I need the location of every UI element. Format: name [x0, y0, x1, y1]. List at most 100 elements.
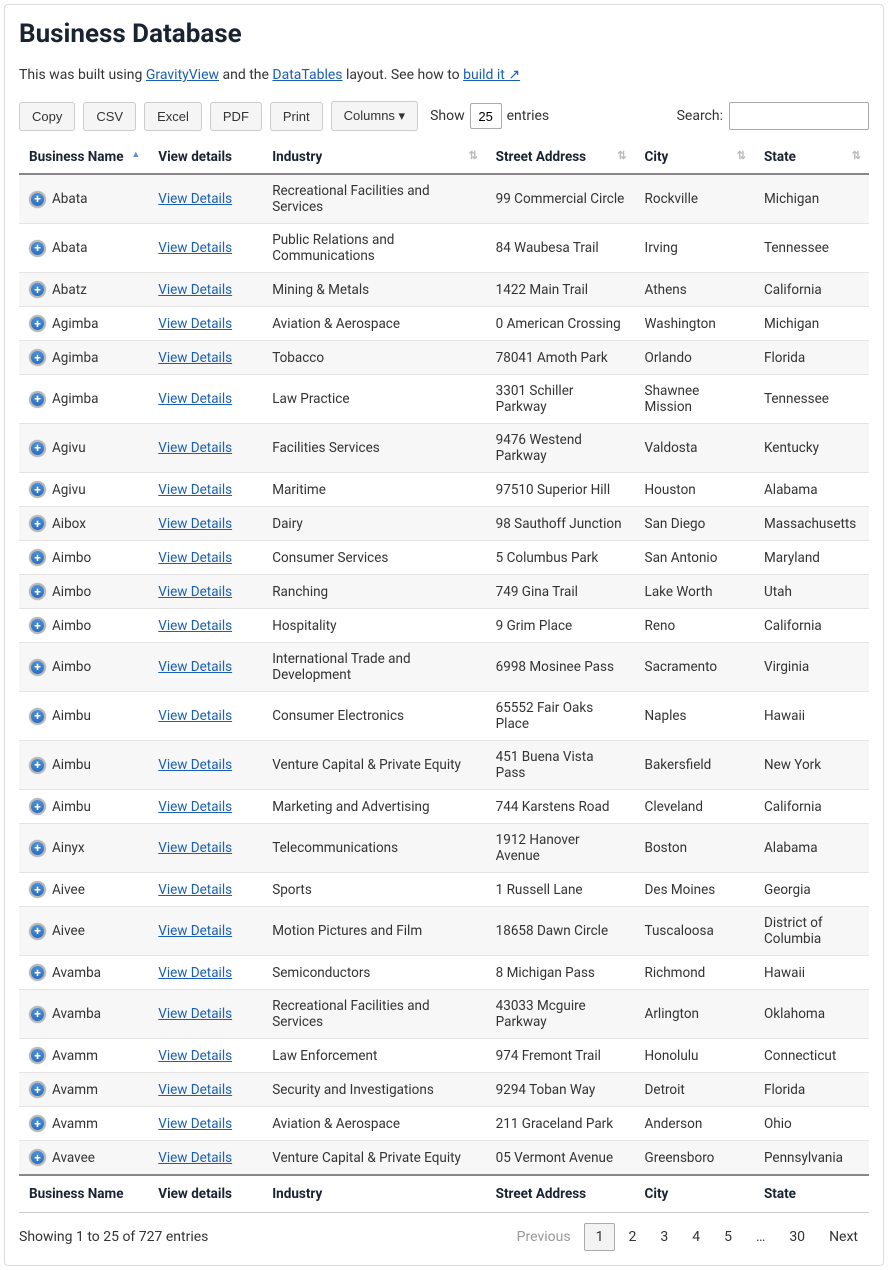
expand-icon[interactable]: +: [29, 798, 46, 815]
entries-input[interactable]: [470, 103, 502, 129]
expand-icon[interactable]: +: [29, 840, 46, 857]
expand-icon[interactable]: +: [29, 617, 46, 634]
expand-icon[interactable]: +: [29, 881, 46, 898]
view-details-link[interactable]: View Details: [158, 316, 232, 332]
gravityview-link[interactable]: GravityView: [146, 67, 219, 83]
view-details-link[interactable]: View Details: [158, 482, 232, 498]
expand-icon[interactable]: +: [29, 757, 46, 774]
page-4-button[interactable]: 4: [681, 1224, 711, 1250]
city-cell: Shawnee Mission: [635, 375, 754, 424]
view-details-link[interactable]: View Details: [158, 708, 232, 724]
view-details-link[interactable]: View Details: [158, 350, 232, 366]
city-cell: Sacramento: [635, 643, 754, 692]
city-cell: Naples: [635, 692, 754, 741]
view-details-link[interactable]: View Details: [158, 965, 232, 981]
header-business-name[interactable]: Business Name: [19, 141, 148, 174]
view-details-link[interactable]: View Details: [158, 1082, 232, 1098]
city-cell: Detroit: [635, 1073, 754, 1107]
expand-icon[interactable]: +: [29, 240, 46, 257]
expand-icon[interactable]: +: [29, 1149, 46, 1166]
copy-button[interactable]: Copy: [19, 102, 75, 131]
columns-button[interactable]: Columns ▾: [331, 101, 418, 131]
industry-cell: Venture Capital & Private Equity: [262, 741, 485, 790]
search-input[interactable]: [729, 102, 869, 130]
expand-icon[interactable]: +: [29, 391, 46, 408]
view-details-link[interactable]: View Details: [158, 659, 232, 675]
view-details-link[interactable]: View Details: [158, 440, 232, 456]
print-button[interactable]: Print: [270, 102, 323, 131]
city-cell: Boston: [635, 824, 754, 873]
expand-icon[interactable]: +: [29, 708, 46, 725]
view-details-link[interactable]: View Details: [158, 391, 232, 407]
expand-icon[interactable]: +: [29, 440, 46, 457]
page-5-button[interactable]: 5: [713, 1224, 743, 1250]
expand-icon[interactable]: +: [29, 315, 46, 332]
view-details-link[interactable]: View Details: [158, 1150, 232, 1166]
expand-icon[interactable]: +: [29, 659, 46, 676]
previous-button[interactable]: Previous: [506, 1224, 582, 1250]
state-cell: Tennessee: [754, 375, 869, 424]
view-details-link[interactable]: View Details: [158, 1006, 232, 1022]
state-cell: Michigan: [754, 174, 869, 224]
business-name-cell: Aimbu: [52, 708, 91, 724]
city-cell: Houston: [635, 473, 754, 507]
expand-icon[interactable]: +: [29, 549, 46, 566]
table-row: +AiboxView DetailsDairy98 Sauthoff Junct…: [19, 507, 869, 541]
next-button[interactable]: Next: [818, 1224, 869, 1250]
view-details-link[interactable]: View Details: [158, 757, 232, 773]
view-details-link[interactable]: View Details: [158, 618, 232, 634]
view-details-link[interactable]: View Details: [158, 882, 232, 898]
state-cell: New York: [754, 741, 869, 790]
view-details-link[interactable]: View Details: [158, 840, 232, 856]
business-name-cell: Abata: [52, 191, 88, 207]
expand-icon[interactable]: +: [29, 964, 46, 981]
datatables-link[interactable]: DataTables: [272, 67, 342, 83]
pdf-button[interactable]: PDF: [210, 102, 262, 131]
page-2-button[interactable]: 2: [617, 1224, 647, 1250]
view-details-link[interactable]: View Details: [158, 584, 232, 600]
address-cell: 6998 Mosinee Pass: [486, 643, 635, 692]
view-details-link[interactable]: View Details: [158, 240, 232, 256]
view-details-link[interactable]: View Details: [158, 516, 232, 532]
expand-icon[interactable]: +: [29, 1006, 46, 1023]
table-row: +AvaveeView DetailsVenture Capital & Pri…: [19, 1141, 869, 1176]
expand-icon[interactable]: +: [29, 923, 46, 940]
header-state[interactable]: State: [754, 141, 869, 174]
page-1-button[interactable]: 1: [584, 1223, 616, 1251]
excel-button[interactable]: Excel: [144, 102, 202, 131]
view-details-link[interactable]: View Details: [158, 799, 232, 815]
header-street-address[interactable]: Street Address: [486, 141, 635, 174]
view-details-link[interactable]: View Details: [158, 550, 232, 566]
view-details-link[interactable]: View Details: [158, 282, 232, 298]
expand-icon[interactable]: +: [29, 481, 46, 498]
build-it-link[interactable]: build it ↗: [463, 67, 520, 83]
view-details-link[interactable]: View Details: [158, 923, 232, 939]
page-30-button[interactable]: 30: [778, 1224, 816, 1250]
expand-icon[interactable]: +: [29, 191, 46, 208]
view-details-link[interactable]: View Details: [158, 191, 232, 207]
header-city[interactable]: City: [635, 141, 754, 174]
industry-cell: Venture Capital & Private Equity: [262, 1141, 485, 1176]
address-cell: 43033 Mcguire Parkway: [486, 990, 635, 1039]
expand-icon[interactable]: +: [29, 281, 46, 298]
search-wrap: Search:: [677, 102, 869, 130]
expand-icon[interactable]: +: [29, 515, 46, 532]
state-cell: Connecticut: [754, 1039, 869, 1073]
expand-icon[interactable]: +: [29, 1081, 46, 1098]
view-details-link[interactable]: View Details: [158, 1048, 232, 1064]
expand-icon[interactable]: +: [29, 1047, 46, 1064]
header-industry[interactable]: Industry: [262, 141, 485, 174]
view-details-link[interactable]: View Details: [158, 1116, 232, 1132]
csv-button[interactable]: CSV: [83, 102, 136, 131]
business-name-cell: Agivu: [52, 440, 86, 456]
expand-icon[interactable]: +: [29, 1115, 46, 1132]
header-view-details[interactable]: View details: [148, 141, 262, 174]
table-row: +AbataView DetailsRecreational Facilitie…: [19, 174, 869, 224]
industry-cell: Consumer Services: [262, 541, 485, 575]
city-cell: Honolulu: [635, 1039, 754, 1073]
industry-cell: Mining & Metals: [262, 273, 485, 307]
expand-icon[interactable]: +: [29, 583, 46, 600]
expand-icon[interactable]: +: [29, 349, 46, 366]
page-3-button[interactable]: 3: [649, 1224, 679, 1250]
city-cell: Lake Worth: [635, 575, 754, 609]
